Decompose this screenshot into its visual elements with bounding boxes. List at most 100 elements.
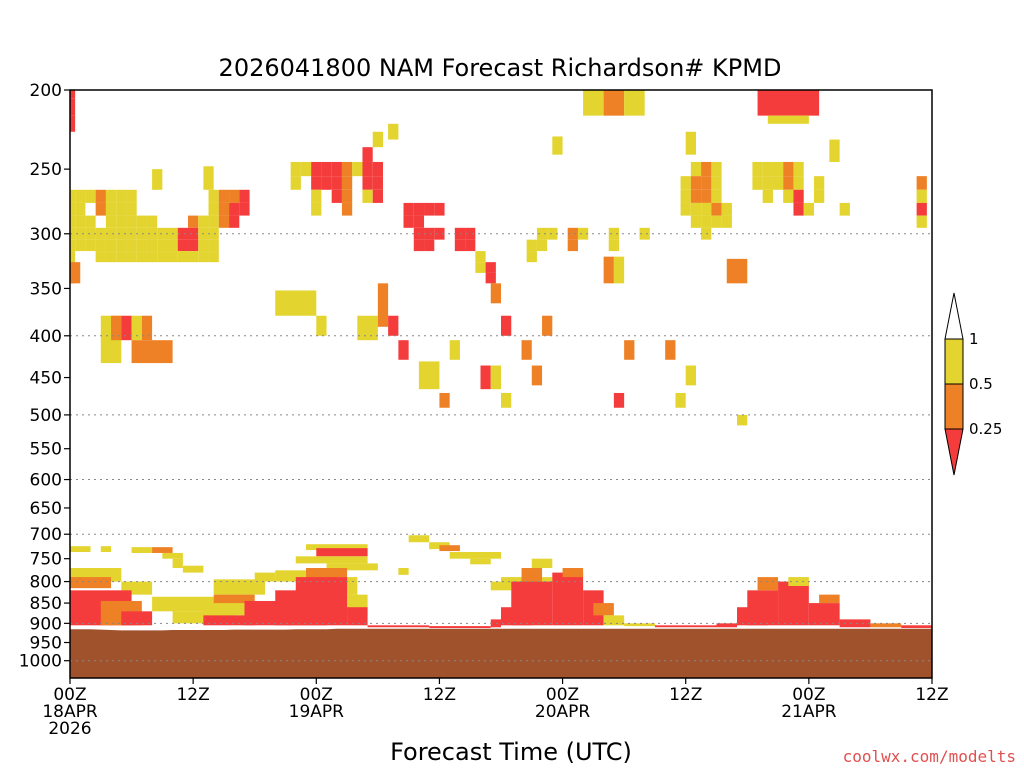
ri-cell [341, 176, 353, 190]
ri-cell [341, 189, 353, 203]
ri-low-patch [172, 558, 183, 569]
ri-low-patch [295, 577, 348, 626]
ri-cell [157, 227, 168, 240]
ri-cell [136, 251, 147, 263]
ri-cell [229, 189, 240, 203]
x-tick-label: 12Z [669, 685, 702, 705]
ri-cell [188, 251, 199, 263]
ri-patch [490, 365, 501, 390]
ri-low-patch [531, 558, 553, 569]
ri-cell [721, 202, 732, 216]
ri-low-patch [367, 625, 430, 628]
ri-cell [116, 215, 127, 228]
x-tick-label: 00Z [546, 685, 579, 705]
ri-low-patch [203, 615, 255, 626]
ri-low-patch [100, 546, 112, 553]
ri-cell [916, 215, 927, 228]
ri-cell [341, 202, 353, 216]
ri-cell [218, 215, 230, 228]
ri-cell [208, 251, 219, 263]
ri-cell [690, 215, 702, 228]
ri-cell [362, 147, 373, 162]
ri-low-patch [70, 546, 91, 553]
ri-cell [229, 215, 240, 228]
ri-cell [331, 189, 342, 203]
ri-patch [439, 392, 450, 408]
ri-cell [608, 227, 620, 240]
ri-low-patch [131, 547, 153, 553]
ri-cell [690, 189, 702, 203]
ri-cell [75, 215, 86, 228]
ri-patch [675, 392, 686, 408]
ri-patch [70, 262, 81, 284]
x-tick-label: 12Z [423, 685, 456, 705]
x-tick-label: 00Z [300, 685, 333, 705]
ri-cell [177, 239, 189, 252]
richardson-cells [70, 90, 932, 629]
ri-cell [783, 161, 794, 177]
ri-cell [126, 202, 137, 216]
ri-cell [916, 176, 927, 190]
ri-low-patch [295, 556, 368, 564]
ri-cell [701, 202, 712, 216]
ri-low-patch [757, 577, 779, 591]
ri-cell [75, 239, 86, 252]
ri-cell [208, 202, 219, 216]
ri-cell [167, 239, 178, 252]
ri-cell [639, 227, 650, 240]
ri-cell [424, 239, 435, 252]
legend: 1 0.5 0.25 [944, 292, 1002, 476]
ri-cell [116, 251, 127, 263]
ri-low-patch [839, 619, 871, 628]
y-tick-label: 550 [30, 440, 62, 460]
ri-cell [208, 215, 219, 228]
ri-patch [501, 315, 512, 336]
ri-low-patch [778, 581, 809, 626]
ri-low-patch [162, 552, 183, 559]
ri-cell [95, 189, 106, 203]
ri-patch [398, 340, 409, 360]
y-tick-label: 650 [30, 499, 62, 519]
ri-cell [70, 90, 76, 99]
ri-cell [331, 176, 342, 190]
ri-cell [70, 251, 76, 263]
ri-patch [685, 365, 696, 386]
ri-low-patch [213, 579, 265, 595]
ri-low-patch [306, 544, 368, 551]
credit-text[interactable]: coolwx.com/modelts [843, 747, 1016, 766]
ri-cell [188, 239, 199, 252]
ri-cell [424, 202, 435, 216]
ri-cell [105, 239, 117, 252]
x-tick-label: 00Z [53, 685, 86, 705]
ri-cell [208, 239, 219, 252]
ri-cell [783, 176, 794, 190]
ri-cell [711, 189, 722, 203]
ri-cell [701, 161, 712, 177]
ri-low-patch [819, 594, 840, 604]
ri-low-patch [603, 615, 625, 626]
ri-patch [152, 169, 163, 190]
ri-cell [146, 215, 158, 228]
ri-cell [321, 161, 332, 177]
ri-patch [613, 256, 625, 284]
ri-cell [198, 251, 209, 263]
ri-cell [485, 272, 496, 284]
ri-cell [813, 189, 825, 203]
ri-cell [793, 161, 804, 177]
y-tick-label: 200 [30, 81, 62, 101]
ri-cell [567, 227, 578, 240]
ri-cell [403, 215, 414, 228]
x-tick-label: 21APR [781, 702, 837, 722]
ri-cell [75, 202, 86, 216]
ri-patch [388, 315, 399, 336]
y-tick-label: 1000 [19, 652, 62, 672]
ri-cell [321, 176, 332, 190]
ri-cell [701, 215, 712, 228]
ri-cell [290, 161, 301, 177]
ri-cell [690, 161, 702, 177]
ri-cell [290, 176, 301, 190]
ri-cell [526, 251, 537, 263]
ri-cell [536, 227, 548, 240]
